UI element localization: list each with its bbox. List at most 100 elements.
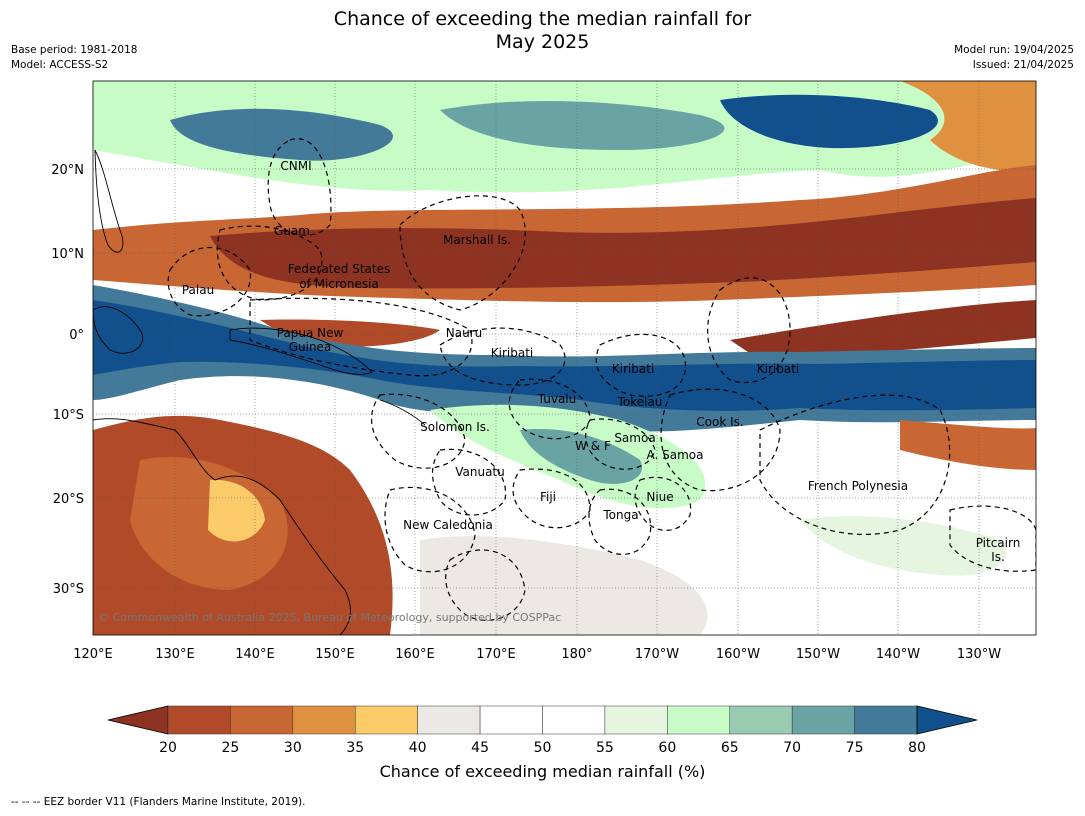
region-label: Papua New (277, 326, 344, 340)
rainfall-field (93, 81, 1036, 635)
colorbar-label: Chance of exceeding median rainfall (%) (379, 762, 706, 781)
eez-pitcairn (949, 505, 1036, 572)
colorbar-segment (854, 705, 918, 735)
eez-guam (216, 225, 323, 301)
eez-niue (634, 476, 692, 531)
field-region-spcz-teal (520, 429, 642, 484)
colorbar-segment (417, 705, 481, 735)
coastlines (93, 149, 426, 635)
base-period: Base period: 1981-2018 (11, 44, 138, 56)
eez-borders (167, 138, 1036, 621)
colorbar-tick-label: 35 (346, 740, 364, 756)
model-name: Model: ACCESS-S2 (11, 59, 109, 71)
region-label: of Micronesia (299, 277, 379, 291)
region-label: New Caledonia (403, 518, 493, 532)
colorbar-segment (292, 705, 356, 735)
meta-right: Model run: 19/04/2025 Issued: 21/04/2025 (954, 43, 1074, 73)
region-label: Cook Is. (696, 415, 743, 429)
coast-philippines (94, 149, 124, 253)
eez-solomon (371, 393, 466, 469)
map-frame (92, 80, 1037, 636)
colorbar-segment (791, 705, 855, 735)
y-tick-label: 0° (69, 328, 84, 343)
colorbar-tick-label: 70 (783, 740, 801, 756)
eez-new-caledonia (384, 486, 476, 573)
eez-tuvalu (508, 378, 591, 440)
coast-indonesia (93, 306, 144, 354)
region-label: French Polynesia (808, 479, 908, 493)
coast-solomon (379, 399, 426, 426)
eez-marshall (399, 195, 526, 311)
colorbar-tick-label: 55 (596, 740, 614, 756)
title-line-1: Chance of exceeding the median rainfall … (333, 8, 752, 30)
region-label: Kiribati (757, 362, 799, 376)
region-label: Samoa (614, 431, 655, 445)
issued-date: Issued: 21/04/2025 (972, 59, 1074, 71)
region-label: Tuvalu (537, 392, 577, 406)
region-label: Tokelau (617, 395, 663, 409)
colorbar-segment (167, 705, 231, 735)
colorbar-segment (542, 705, 606, 735)
model-run: Model run: 19/04/2025 (954, 44, 1074, 56)
eez-samoa (585, 418, 656, 470)
eez-vanuatu (431, 448, 507, 516)
colorbar-tick-label: 45 (471, 740, 489, 756)
field-region-wet-band-core (93, 300, 1036, 411)
y-axis-ticks: 20°N 10°N 0° 10°S 20°S 30°S (51, 163, 84, 597)
colorbar-tick-label: 50 (534, 740, 552, 756)
colorbar-tick-label: 40 (409, 740, 427, 756)
eez-kiribati-e (707, 277, 791, 384)
x-tick-label: 140°W (876, 647, 920, 662)
field-region-se-dry (900, 420, 1036, 470)
region-label: Tonga (602, 508, 638, 522)
map-title: Chance of exceeding the median rainfall … (0, 8, 1085, 54)
colorbar-tick-label: 20 (159, 740, 177, 756)
colorbar-segment (479, 705, 543, 735)
field-region-north-blue-2 (440, 100, 725, 150)
colorbar-segment (604, 705, 668, 735)
colorbar: 20 25 30 35 40 45 50 55 60 65 70 75 80 (107, 705, 978, 756)
eez-tonga (588, 488, 652, 555)
region-label: Guam (274, 224, 310, 238)
eez-norfolk (445, 549, 526, 621)
region-label: Is. (991, 550, 1005, 564)
region-label: A. Samoa (647, 448, 704, 462)
region-label: Guinea (289, 340, 332, 354)
field-region-south-pale-green (800, 516, 1007, 576)
field-region-north-blue-1 (170, 108, 393, 161)
region-label: Niue (646, 490, 673, 504)
coast-new-guinea (229, 327, 373, 375)
eez-kiribati-w (439, 327, 566, 386)
region-label: Nauru (446, 326, 482, 340)
x-tick-label: 160°E (395, 647, 435, 662)
meta-left: Base period: 1981-2018 Model: ACCESS-S2 (11, 43, 137, 73)
region-label: Palau (182, 283, 214, 297)
x-tick-label: 150°E (315, 647, 355, 662)
region-label: Solomon Is. (420, 420, 490, 434)
region-label: CNMI (280, 159, 311, 173)
eez-kiribati-c (595, 333, 687, 397)
eez-fsm (249, 297, 473, 377)
x-tick-label: 180° (561, 647, 592, 662)
field-region-eq-dry-streak (730, 300, 1036, 360)
y-tick-label: 20°N (51, 163, 84, 178)
coast-australia (93, 418, 351, 635)
field-region-dry-band-core (210, 198, 1036, 289)
field-region-south-grey (420, 536, 708, 635)
region-label: Fiji (540, 490, 556, 504)
colorbar-segment (355, 705, 418, 735)
colorbar-extend-high (916, 705, 978, 735)
region-label: Kiribati (491, 346, 533, 360)
colorbar-tick-label: 75 (846, 740, 864, 756)
eez-cnmi (267, 138, 332, 236)
x-tick-label: 130°E (155, 647, 195, 662)
x-tick-label: 160°W (716, 647, 760, 662)
field-region-ne-orange (900, 81, 1036, 171)
region-label: Kiribati (612, 362, 654, 376)
colorbar-tick-label: 65 (721, 740, 739, 756)
region-label: Pitcairn (976, 536, 1021, 550)
field-region-north-blue-3 (720, 94, 938, 149)
field-region-australia-yellow (208, 479, 265, 542)
y-tick-label: 10°S (53, 408, 84, 423)
